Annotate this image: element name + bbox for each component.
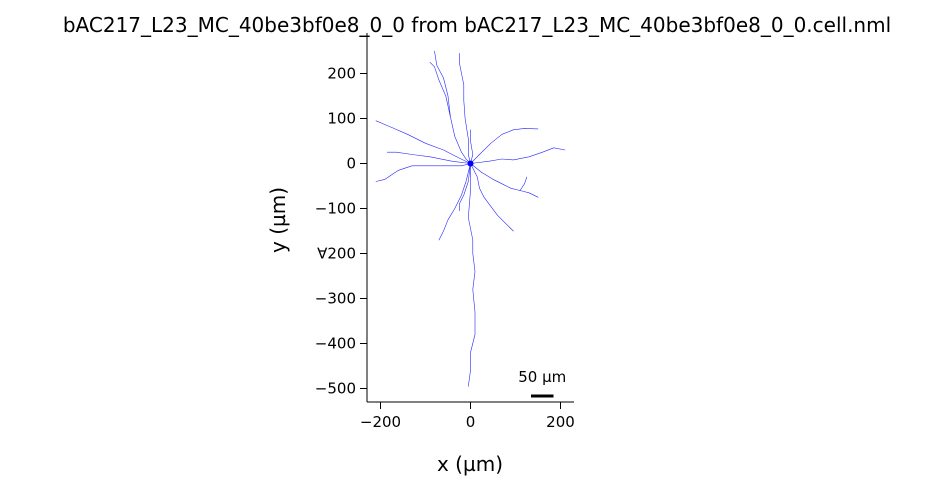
scale-bar: 50 µm	[518, 368, 566, 398]
y-tick-label: −400	[315, 335, 356, 353]
x-tick-label: −200	[360, 413, 401, 431]
morphology-layer	[375, 50, 566, 387]
neurite-branch	[375, 163, 471, 182]
neurite-branch	[434, 50, 451, 117]
x-axis-label: x (µm)	[437, 452, 503, 476]
y-axis-ticks: 200 100 0 −100 ∀200 −300 −400 −500	[315, 65, 367, 398]
axes: 200 100 0 −100 ∀200 −300 −400 −500 −200 0 200	[315, 33, 575, 431]
y-tick-label: −300	[315, 290, 356, 308]
neurite-branch	[375, 120, 471, 164]
soma	[467, 160, 474, 167]
neurite-branch	[386, 151, 471, 164]
neurite-branch	[519, 176, 528, 191]
neurite-branch	[470, 128, 539, 164]
neurite-branch	[458, 52, 471, 164]
y-tick-label: −500	[315, 380, 356, 398]
chart-title: bAC217_L23_MC_40be3bf0e8_0_0 from bAC217…	[63, 13, 891, 37]
y-tick-label: ∀200	[317, 245, 356, 263]
neurite-branch	[458, 163, 471, 212]
y-tick-label: 200	[327, 65, 356, 83]
y-tick-label: −100	[315, 200, 356, 218]
neurite-branch	[470, 147, 566, 164]
neurite-branch	[470, 163, 514, 232]
x-tick-label: 0	[466, 413, 476, 431]
scale-bar-label: 50 µm	[518, 368, 566, 386]
y-axis-label: y (µm)	[266, 187, 290, 253]
neurite-branch	[470, 129, 474, 164]
y-tick-label: 0	[346, 155, 356, 173]
neurite-branch	[438, 163, 471, 241]
x-axis-ticks: −200 0 200	[360, 402, 575, 431]
x-tick-label: 200	[546, 413, 575, 431]
y-tick-label: 100	[327, 110, 356, 128]
neurite-branch	[470, 163, 539, 198]
neurite-branch	[467, 163, 476, 387]
